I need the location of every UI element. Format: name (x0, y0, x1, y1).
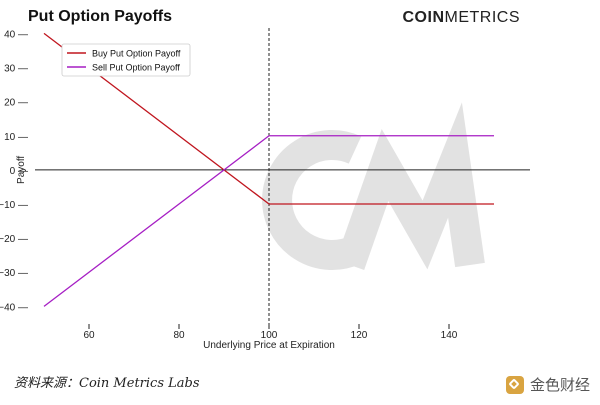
jinse-logo-text: 金色财经 (529, 376, 590, 394)
x-axis-label: Underlying Price at Expiration (203, 340, 335, 351)
x-tick-label: 140 (441, 330, 458, 341)
x-tick-label: 100 (261, 330, 278, 341)
series-line-sell-put (43, 135, 494, 307)
y-axis-label: Payoff (16, 156, 27, 184)
y-tick-label: 20 — (4, 98, 28, 109)
brand-logo-regular: METRICS (444, 9, 520, 26)
y-tick-label: −10 — (0, 200, 28, 211)
source-note: 资料来源：Coin Metrics Labs (14, 376, 200, 391)
chart-title: Put Option Payoffs (28, 8, 172, 25)
y-tick-label: 30 — (4, 64, 28, 75)
y-tick-label: −40 — (0, 302, 28, 313)
legend: Buy Put Option Payoff Sell Put Option Pay… (61, 43, 191, 77)
y-tick-label: −20 — (0, 234, 28, 245)
brand-logo: COINMETRICS (403, 9, 521, 27)
y-tick-label: −30 — (0, 268, 28, 279)
y-tick-label: 0 — (10, 166, 28, 177)
y-tick-label: 10 — (4, 132, 28, 143)
jinse-logo-icon (505, 375, 524, 394)
legend-entry-label: Buy Put Option Payoff (92, 49, 181, 59)
series-line-buy-put (43, 32, 494, 205)
cm-watermark-logo (262, 102, 485, 270)
axes-group: 40 — 30 — 20 — 10 — 0 — −10 — −20 — −30 — −40 — 6… (0, 28, 530, 351)
brand-logo-bold: COIN (402, 9, 445, 26)
legend-entry-label: Sell Put Option Payoff (92, 63, 180, 73)
legend-box (61, 43, 191, 77)
series-group (43, 32, 494, 307)
y-tick-label: 40 — (4, 29, 28, 40)
x-tick-label: 120 (351, 330, 368, 341)
jinse-logo: 金色财经 (505, 374, 590, 395)
x-tick-label: 80 (173, 330, 185, 341)
x-tick-label: 60 (83, 330, 95, 341)
